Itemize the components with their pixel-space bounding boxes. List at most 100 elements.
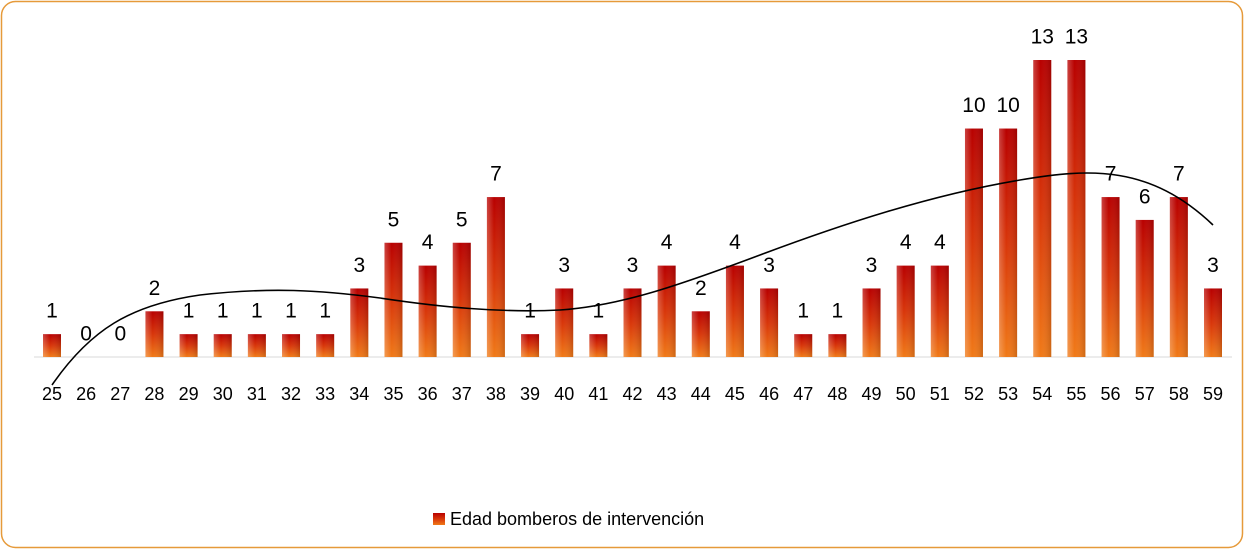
x-tick-label: 30	[213, 384, 233, 404]
bar-shine	[43, 334, 61, 357]
bar-shine	[691, 311, 710, 357]
bar-shine	[247, 334, 266, 357]
bar-shine	[1033, 60, 1052, 357]
data-label: 4	[422, 231, 434, 254]
bar-shine	[623, 288, 642, 357]
data-label: 3	[763, 254, 775, 277]
data-label: 4	[661, 231, 673, 254]
data-label: 13	[1031, 26, 1054, 49]
data-label: 2	[149, 277, 161, 300]
x-tick-label: 55	[1066, 384, 1086, 404]
bar-shine	[760, 288, 779, 357]
data-label: 4	[729, 231, 741, 254]
x-tick-label: 37	[452, 384, 472, 404]
x-tick-label: 34	[349, 384, 369, 404]
x-tick-label: 40	[554, 384, 574, 404]
data-label: 1	[251, 300, 263, 323]
bar-shine	[282, 334, 301, 357]
bar-shine	[1204, 288, 1222, 357]
bar-shine	[725, 265, 744, 357]
x-tick-label: 27	[110, 384, 130, 404]
data-label: 1	[832, 300, 844, 323]
data-label: 7	[1173, 163, 1185, 186]
x-tick-label: 43	[657, 384, 677, 404]
bar-shine	[896, 265, 915, 357]
x-tick-label: 26	[76, 384, 96, 404]
x-tick-label: 50	[896, 384, 916, 404]
x-tick-label: 53	[998, 384, 1018, 404]
bar-shine	[521, 334, 540, 357]
data-label: 4	[900, 231, 912, 254]
bar-shine	[657, 265, 676, 357]
x-tick-label: 44	[691, 384, 711, 404]
bar-shine	[486, 197, 505, 357]
bar-shine	[1101, 197, 1120, 357]
data-label: 4	[934, 231, 946, 254]
bar-shine	[213, 334, 232, 357]
data-label: 1	[797, 300, 809, 323]
x-tick-label: 54	[1032, 384, 1052, 404]
bar-shine	[316, 334, 335, 357]
data-label: 1	[46, 300, 58, 323]
data-label: 2	[695, 277, 707, 300]
data-label: 1	[319, 300, 331, 323]
x-tick-label: 46	[759, 384, 779, 404]
data-label: 5	[388, 208, 400, 231]
bar-shine	[862, 288, 881, 357]
x-tick-label: 31	[247, 384, 267, 404]
bar-shine	[555, 288, 574, 357]
data-label: 5	[456, 208, 468, 231]
x-tick-label: 42	[622, 384, 642, 404]
x-tick-label: 45	[725, 384, 745, 404]
x-tick-label: 29	[179, 384, 199, 404]
x-tick-label: 38	[486, 384, 506, 404]
data-label: 10	[962, 94, 985, 117]
bar-shine	[794, 334, 813, 357]
x-tick-label: 59	[1203, 384, 1223, 404]
x-tick-label: 57	[1135, 384, 1155, 404]
x-tick-label: 28	[144, 384, 164, 404]
x-tick-label: 47	[793, 384, 813, 404]
x-tick-label: 39	[520, 384, 540, 404]
data-label: 7	[1105, 163, 1117, 186]
x-tick-label: 36	[418, 384, 438, 404]
bar-shine	[418, 265, 437, 357]
bar-shine	[930, 265, 949, 357]
x-tick-label: 56	[1101, 384, 1121, 404]
bar-shine	[589, 334, 608, 357]
bar-shine	[964, 128, 983, 357]
data-label: 13	[1065, 26, 1088, 49]
data-label: 1	[183, 300, 195, 323]
x-tick-label: 33	[315, 384, 335, 404]
x-tick-label: 49	[862, 384, 882, 404]
bar-shine	[179, 334, 198, 357]
data-label: 1	[524, 300, 536, 323]
data-label: 6	[1139, 185, 1151, 208]
data-label: 3	[1207, 254, 1219, 277]
legend-label: Edad bomberos de intervención	[450, 509, 704, 529]
data-label: 1	[285, 300, 297, 323]
data-label: 3	[353, 254, 365, 277]
data-label: 0	[114, 323, 126, 346]
data-label: 3	[866, 254, 878, 277]
trend-line	[51, 172, 1214, 386]
bar-shine	[452, 242, 471, 357]
x-tick-label: 48	[827, 384, 847, 404]
x-tick-label: 52	[964, 384, 984, 404]
bar-shine	[1067, 60, 1086, 357]
x-tick-label: 32	[281, 384, 301, 404]
data-label: 7	[490, 163, 502, 186]
data-label: 3	[558, 254, 570, 277]
data-label: 1	[593, 300, 605, 323]
data-label: 1	[217, 300, 229, 323]
x-tick-label: 51	[930, 384, 950, 404]
legend-swatch	[433, 513, 445, 525]
bar-shine	[999, 128, 1018, 357]
x-tick-label: 58	[1169, 384, 1189, 404]
data-label: 3	[627, 254, 639, 277]
x-tick-label: 25	[42, 384, 62, 404]
data-label: 0	[80, 323, 92, 346]
x-tick-label: 41	[588, 384, 608, 404]
